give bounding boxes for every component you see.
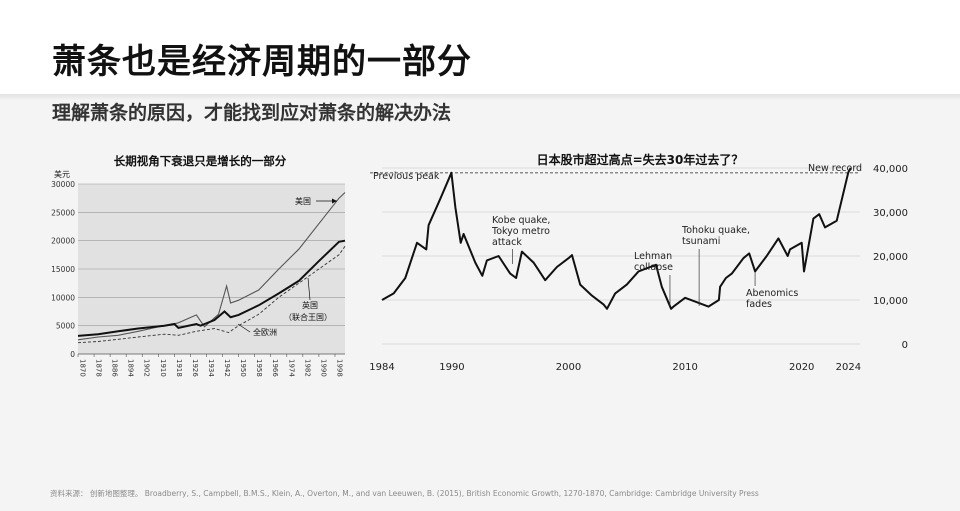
x-tick-label: 1990 (319, 359, 327, 377)
label-usa: 美国 (295, 196, 311, 206)
x-tick-label: 2024 (836, 362, 861, 373)
new-record-label: New record (808, 163, 862, 174)
y-axis-unit: 美元 (54, 169, 70, 179)
x-tick-label: 1910 (159, 359, 167, 377)
x-tick-label: 1934 (207, 359, 215, 377)
x-tick-label: 2020 (789, 362, 814, 373)
x-tick-label: 1918 (175, 359, 183, 377)
y-tick-label: 20,000 (873, 252, 908, 263)
label-uk-leader (307, 277, 311, 301)
x-tick-label: 1894 (127, 359, 135, 377)
source-note: 资料来源： 创新地图整理。 Broadberry, S., Campbell, … (50, 489, 759, 498)
previous-peak-label: Previous peak (373, 171, 440, 182)
y-tick-label: 0 (902, 340, 908, 351)
tohoku-label: Tohoku quake, tsunami (681, 225, 750, 247)
chart-title: 日本股市超过高点=失去30年过去了？ (537, 152, 744, 167)
x-tick-label: 1870 (79, 359, 87, 377)
header-divider (0, 94, 960, 100)
y-tick-label: 30,000 (873, 208, 908, 219)
x-tick-label: 1926 (191, 359, 199, 377)
series-line-2 (77, 246, 346, 344)
label-europe-leader (237, 323, 251, 333)
y-tick-label: 10,000 (873, 296, 908, 307)
page-title: 萧条也是经济周期的一部分 (52, 42, 472, 82)
label-uk-sub: （联合王国） (284, 312, 332, 322)
x-tick-label: 1984 (370, 362, 395, 373)
y-tick-label: 30000 (51, 180, 75, 189)
y-tick-label: 25000 (51, 208, 75, 217)
y-tick-label: 0 (70, 350, 75, 359)
x-tick-label: 1902 (143, 359, 151, 377)
abenomics-label: Abenomics fades (746, 288, 798, 310)
y-tick-label: 5000 (56, 322, 75, 331)
kobe-quake-label: Kobe quake, Tokyo metro attack (491, 215, 550, 248)
series-line-1 (77, 239, 346, 337)
page-subtitle: 理解萧条的原因，才能找到应对萧条的解决办法 (52, 102, 452, 124)
label-usa-arrow (332, 198, 337, 204)
label-uk: 英国 (302, 300, 318, 310)
label-europe: 全欧洲 (253, 327, 277, 337)
y-tick-label: 40,000 (873, 164, 908, 175)
x-tick-label: 2010 (672, 362, 697, 373)
x-tick-label: 1998 (335, 359, 343, 377)
x-tick-label: 1878 (95, 359, 103, 377)
y-tick-label: 10000 (51, 293, 75, 302)
y-tick-label: 20000 (51, 237, 75, 246)
y-tick-label: 15000 (51, 265, 75, 274)
x-tick-label: 1958 (255, 359, 263, 377)
x-tick-label: 2000 (556, 362, 581, 373)
x-tick-label: 1942 (223, 359, 231, 377)
chart-title: 长期视角下衰退只是增长的一部分 (114, 154, 287, 168)
x-tick-label: 1974 (287, 359, 295, 377)
x-tick-label: 1966 (271, 359, 279, 377)
x-tick-label: 1950 (239, 359, 247, 377)
nikkei-chart: 日本股市超过高点=失去30年过去了？ 0 10,000 20,000 30,000 40,… (370, 152, 908, 373)
x-tick-label: 1982 (303, 359, 311, 377)
nikkei-series-line (381, 167, 852, 310)
header-bar (0, 0, 960, 94)
x-tick-label: 1990 (439, 362, 464, 373)
lehman-label: Lehman collapse (634, 251, 673, 273)
x-tick-label: 1886 (111, 359, 119, 377)
series-line-0 (77, 192, 346, 341)
